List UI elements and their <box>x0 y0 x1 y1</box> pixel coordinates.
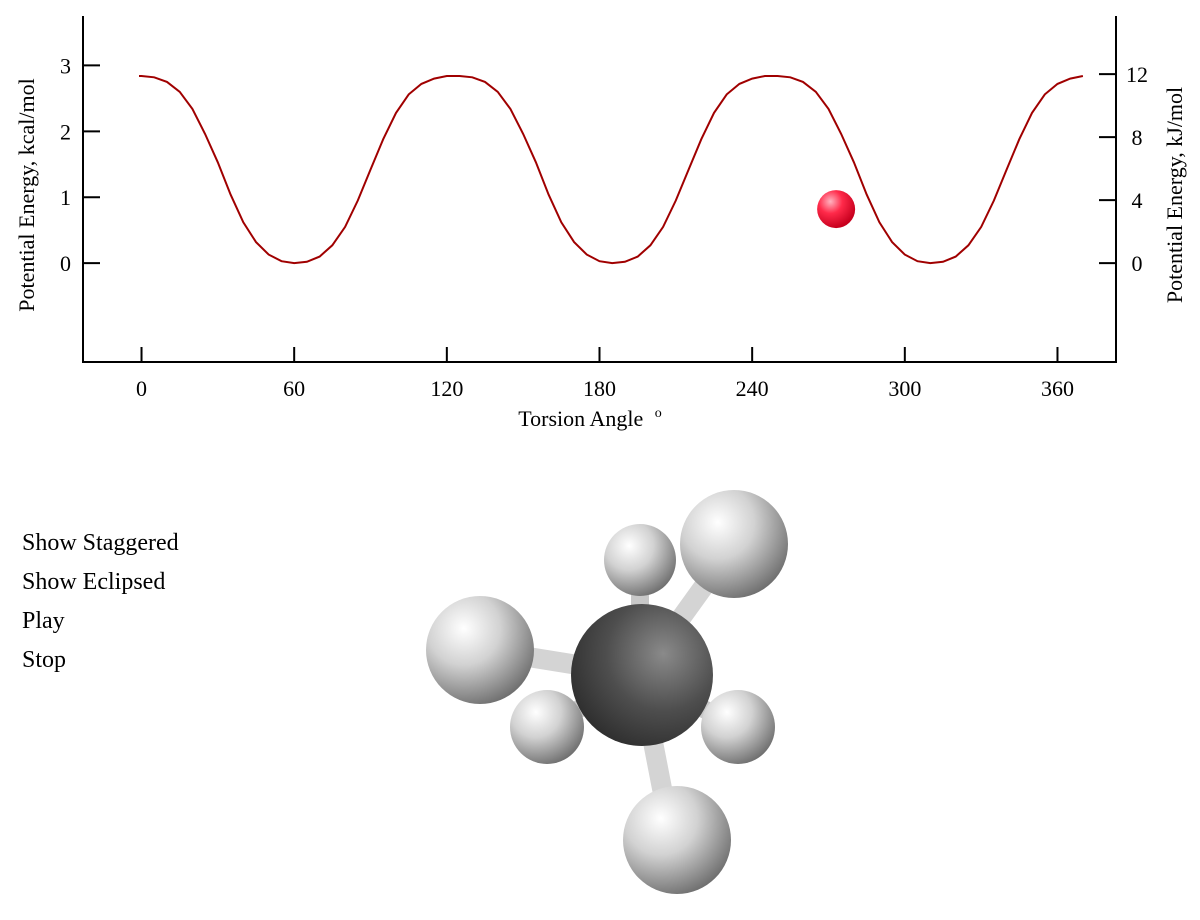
play-button[interactable]: Play <box>22 608 65 634</box>
x-tick-label: 120 <box>430 376 463 401</box>
x-axis-title: Torsion Angle o <box>518 406 661 431</box>
controls-panel: Show Staggered Show Eclipsed Play Stop <box>22 524 179 680</box>
y-tick-label-right: 8 <box>1132 125 1143 150</box>
hydrogen-atom-front-left <box>426 596 534 704</box>
hydrogen-atom-front-bottom <box>623 786 731 894</box>
show-staggered-button[interactable]: Show Staggered <box>22 530 179 556</box>
front-atoms <box>426 490 788 894</box>
y-tick-label-right: 12 <box>1126 62 1148 87</box>
y-ticks-left: 0 1 2 3 <box>60 53 100 276</box>
stop-button[interactable]: Stop <box>22 647 67 673</box>
energy-curve-line <box>139 75 1084 265</box>
hydrogen-atom-front-top-right <box>680 490 788 598</box>
hydrogen-atom-back-right <box>701 690 775 764</box>
x-tick-label: 300 <box>888 376 921 401</box>
x-ticks: 0 60 120 180 240 300 360 <box>136 347 1074 401</box>
x-tick-label: 0 <box>136 376 147 401</box>
y-tick-label-left: 1 <box>60 185 71 210</box>
chart-axes <box>82 16 1117 363</box>
y-axis-title-left: Potential Energy, kcal/mol <box>14 78 39 311</box>
hydrogen-atom-back-top <box>604 524 676 596</box>
y-tick-label-right: 4 <box>1132 188 1143 213</box>
x-axis-title-superscript: o <box>655 406 662 421</box>
molecule-3d-view[interactable] <box>400 470 820 910</box>
y-tick-label-left: 2 <box>60 119 71 144</box>
x-tick-label: 360 <box>1041 376 1074 401</box>
current-angle-marker[interactable] <box>817 190 856 229</box>
y-axis-title-right: Potential Energy, kJ/mol <box>1162 87 1187 303</box>
y-ticks-right: 0 4 8 12 <box>1099 62 1148 276</box>
hydrogen-atom-back-left <box>510 690 584 764</box>
show-eclipsed-button[interactable]: Show Eclipsed <box>22 569 166 595</box>
x-tick-label: 240 <box>736 376 769 401</box>
x-tick-label: 60 <box>283 376 305 401</box>
y-tick-label-left: 0 <box>60 251 71 276</box>
y-tick-label-right: 0 <box>1132 251 1143 276</box>
x-tick-label: 180 <box>583 376 616 401</box>
y-tick-label-left: 3 <box>60 53 71 78</box>
carbon-atom <box>571 604 713 746</box>
